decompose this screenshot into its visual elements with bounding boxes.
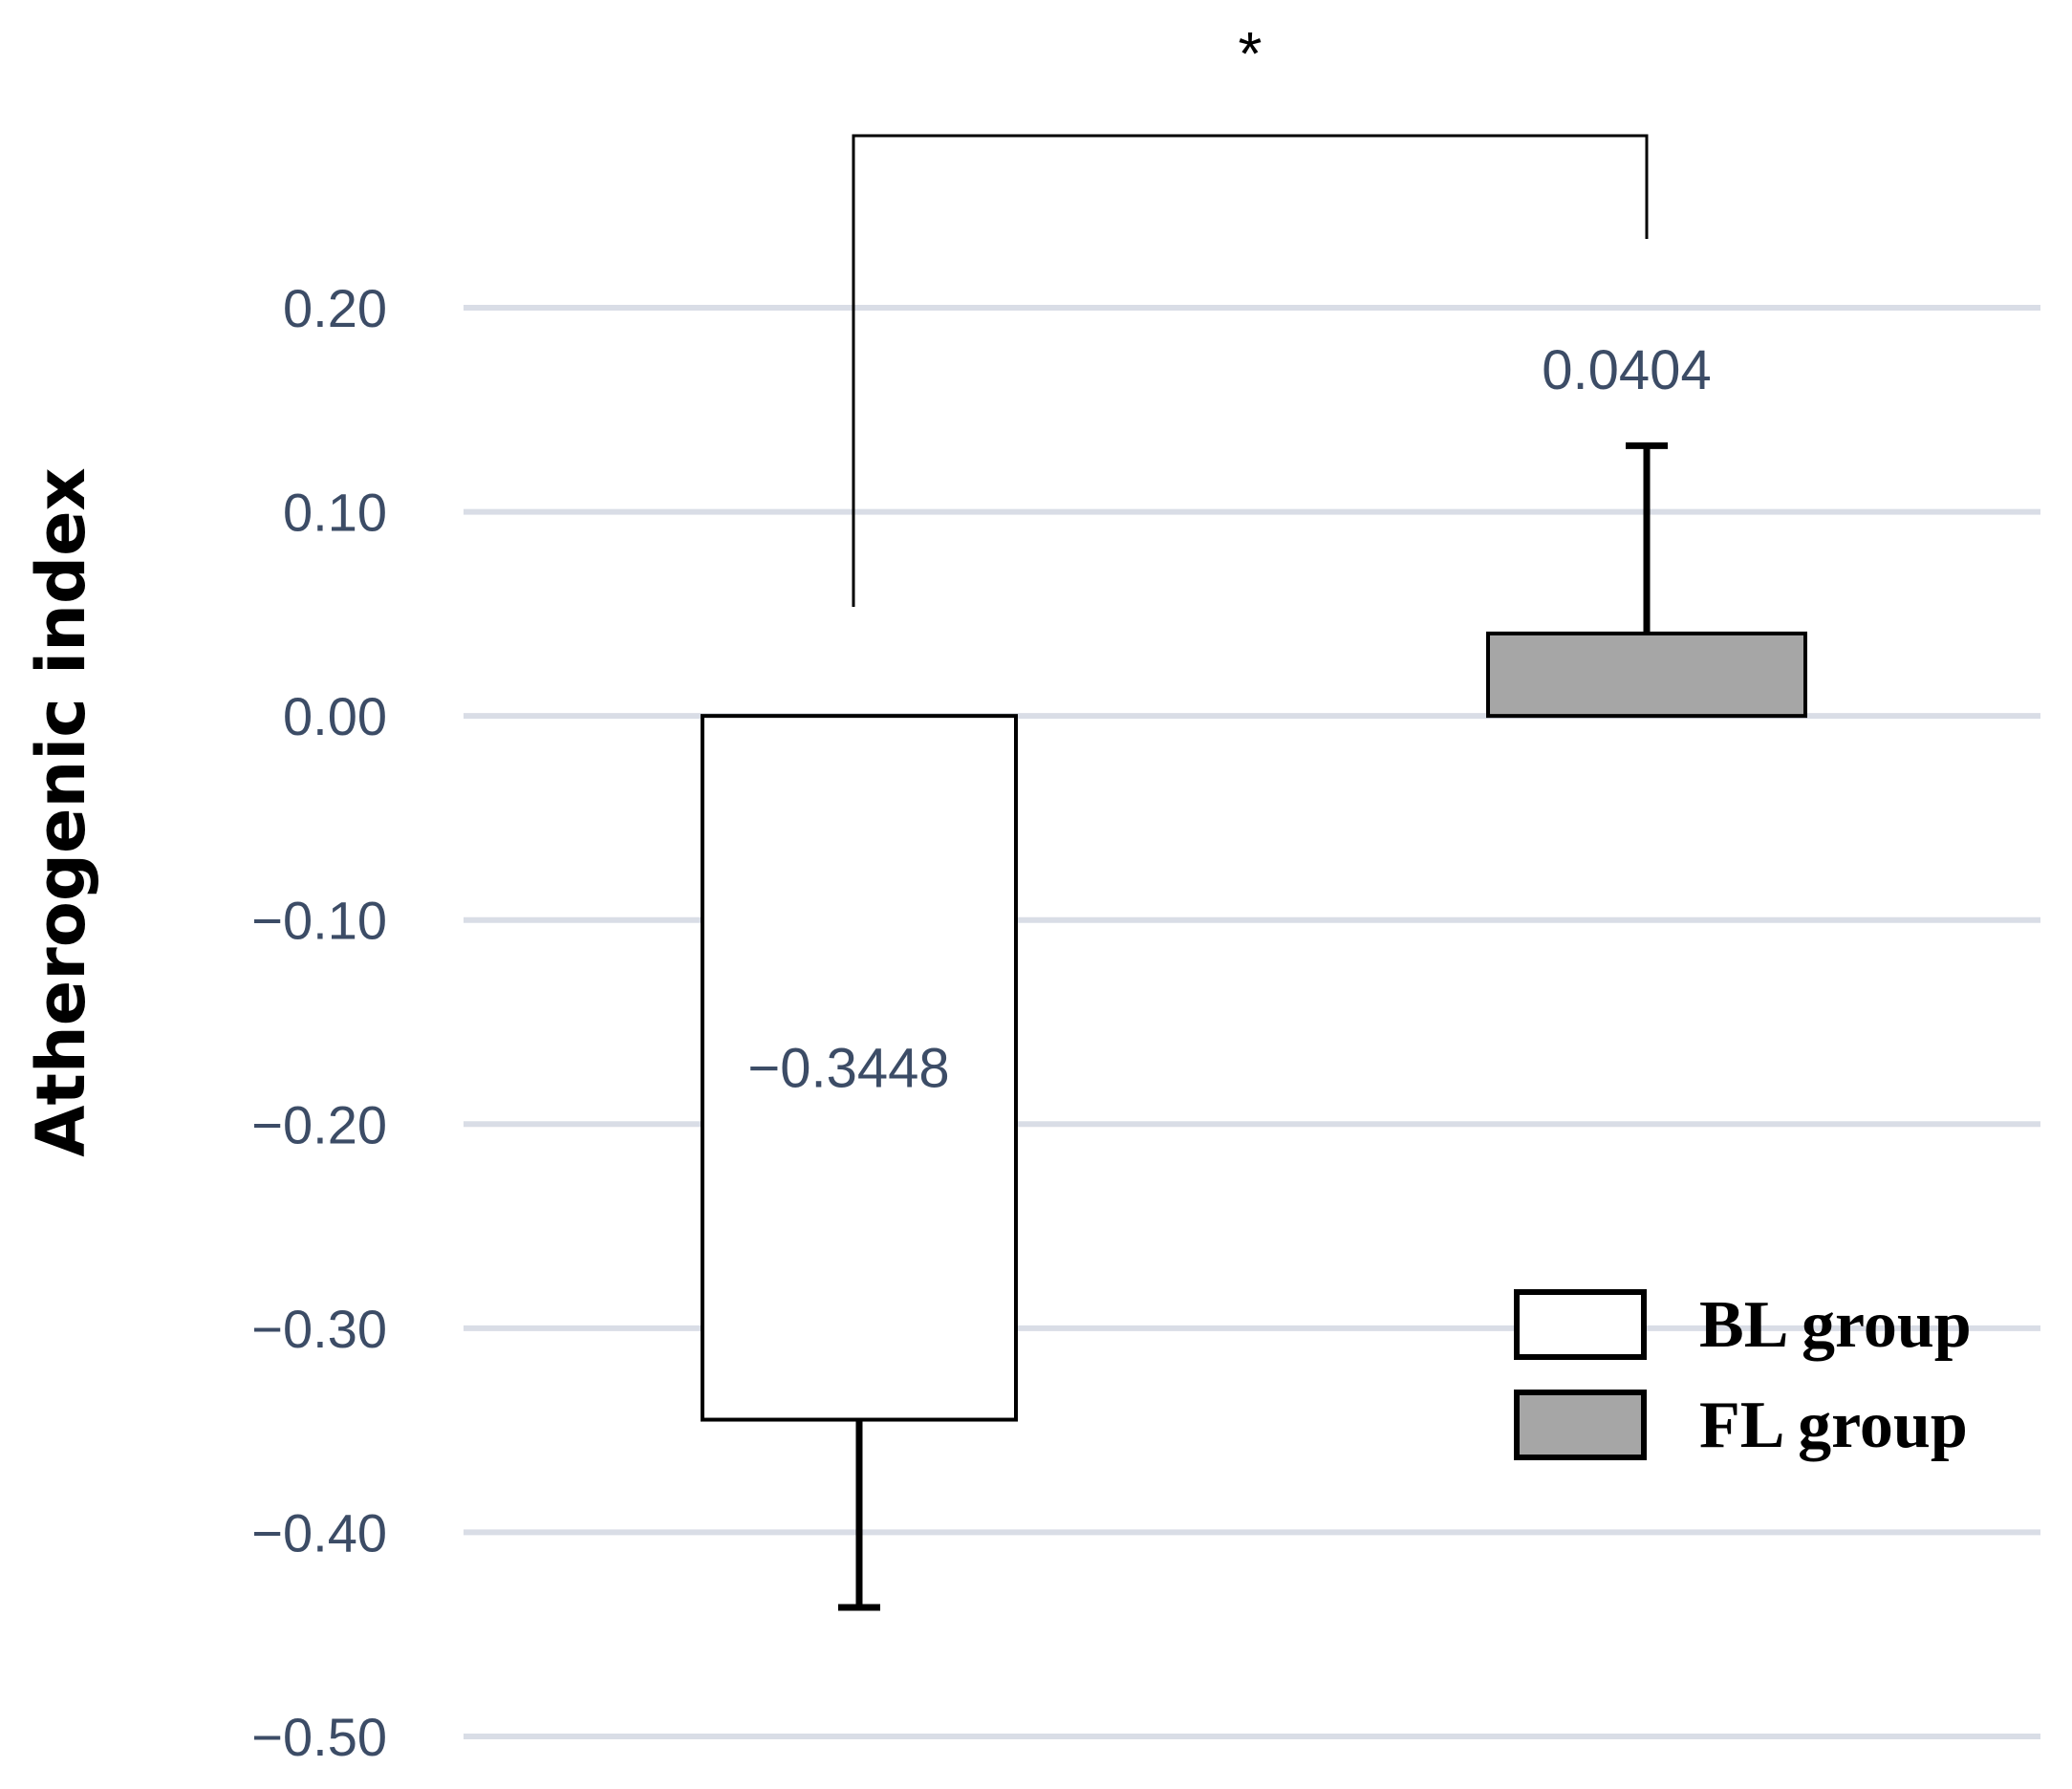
y-tick-label: −0.50 <box>251 1707 387 1767</box>
legend-swatch <box>1514 1390 1647 1460</box>
y-tick-label: 0.10 <box>283 483 387 543</box>
legend-label: BL group <box>1699 1288 1972 1362</box>
legend-swatch <box>1514 1289 1647 1360</box>
bars: −0.3448 0.0404 <box>701 339 1807 1611</box>
y-tick-label: −0.20 <box>251 1094 387 1154</box>
gridlines <box>464 305 2040 1739</box>
y-tick-label: 0.00 <box>283 686 387 746</box>
y-tick-label: 0.20 <box>283 278 387 338</box>
y-tick-label: −0.40 <box>251 1502 387 1563</box>
y-axis-ticks: 0.20 0.10 0.00 −0.10 −0.20 −0.30 −0.40 −0.50 <box>251 278 387 1767</box>
legend: BL group FL group <box>1514 1288 1972 1462</box>
significance-bracket: * <box>852 19 1649 607</box>
significance-label: * <box>1239 19 1263 88</box>
data-label: 0.0404 <box>1542 339 1711 401</box>
significance-bracket-line <box>852 134 1649 607</box>
y-axis-label: Atherogenic index <box>22 467 100 1156</box>
bar <box>701 714 1018 1422</box>
data-label: −0.3448 <box>747 1037 949 1099</box>
y-tick-label: −0.10 <box>251 891 387 951</box>
bar <box>1486 631 1807 719</box>
legend-label: FL group <box>1699 1389 1968 1462</box>
y-tick-label: −0.30 <box>251 1299 387 1359</box>
